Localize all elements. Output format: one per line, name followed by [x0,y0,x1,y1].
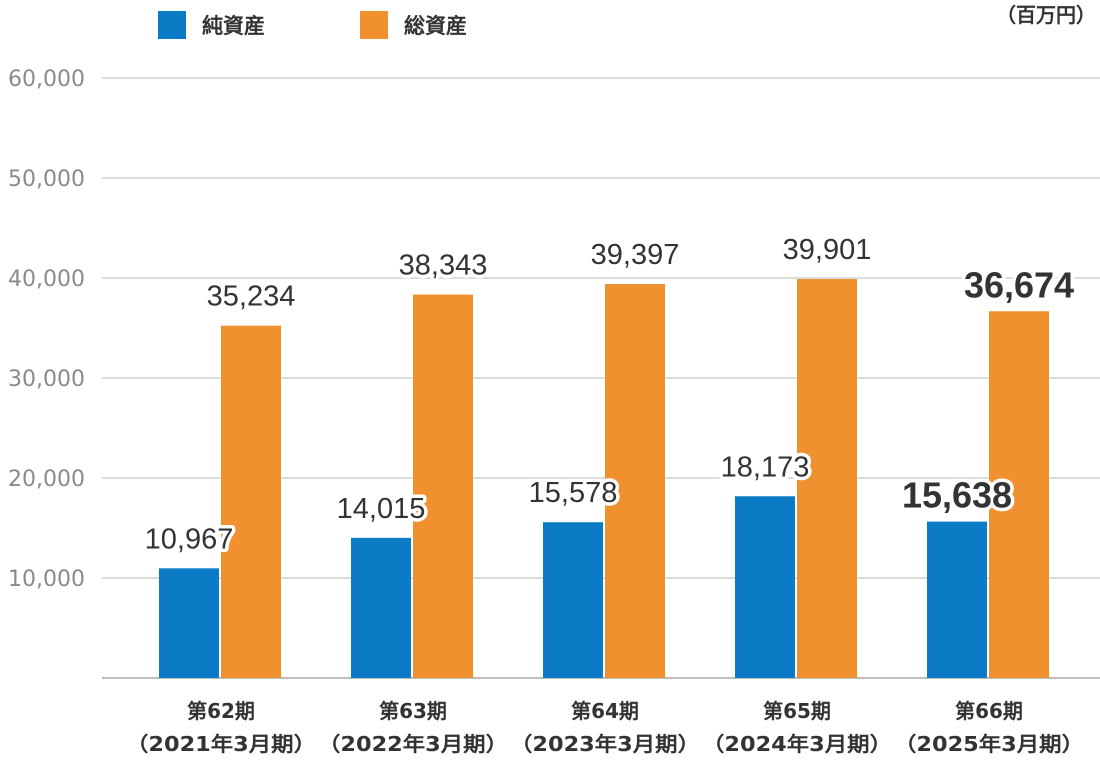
bars [159,278,1049,678]
bar-net-assets [159,568,219,678]
x-tick-label-fiscal-year: （2025年3月期） [894,732,1084,756]
y-tick-label: 60,000 [8,67,85,92]
y-tick-label: 20,000 [8,467,85,492]
x-tick-label-fiscal-year: （2023年3月期） [510,732,700,756]
legend-swatch-total-assets [360,11,388,39]
bar-total-assets [797,278,857,678]
x-tick-label-fiscal-year: （2024年3月期） [702,732,892,756]
bar-total-assets [413,294,473,678]
bar-total-assets [221,325,281,678]
data-label-net-assets: 15,638 [902,475,1012,516]
data-label-net-assets: 14,015 [337,493,426,525]
legend-label-net-assets: 純資産 [202,14,265,38]
y-tick-label: 50,000 [8,167,85,192]
legend-swatch-net-assets [158,11,186,39]
legend-label-total-assets: 総資産 [404,14,467,38]
data-label-net-assets: 18,173 [721,451,810,483]
y-tick-label: 30,000 [8,367,85,392]
data-label-net-assets: 10,967 [145,523,234,555]
x-tick-label-period: 第66期 [955,699,1023,723]
x-tick-label-fiscal-year: （2022年3月期） [318,732,508,756]
bar-net-assets [927,521,987,678]
data-label-total-assets: 39,901 [783,234,872,266]
x-tick-label-period: 第64期 [571,699,639,723]
bar-net-assets [735,496,795,678]
data-label-total-assets: 36,674 [964,264,1074,305]
x-axis-ticks: 第62期 （2021年3月期） 第63期 （2022年3月期） 第64期 （2023年3月… [126,699,1084,756]
data-label-net-assets: 15,578 [529,477,618,509]
x-tick-label-period: 第65期 [763,699,831,723]
x-tick-label-period: 第62期 [187,699,255,723]
data-labels: 10,967 14,015 15,578 18,173 15,638 35,234 38,3… [141,230,1077,558]
x-tick-label-period: 第63期 [379,699,447,723]
bar-total-assets [989,311,1049,678]
legend: 純資産 総資産 [158,11,467,39]
y-tick-label: 40,000 [8,267,85,292]
data-label-total-assets: 38,343 [399,250,488,282]
y-axis-ticks: 10,000 20,000 30,000 40,000 50,000 60,000 [8,67,85,592]
data-label-total-assets: 39,397 [591,239,680,271]
bar-net-assets [351,537,411,678]
unit-label: （百万円） [996,3,1096,27]
y-tick-label: 10,000 [8,567,85,592]
bar-net-assets [543,522,603,678]
data-label-total-assets: 35,234 [207,281,296,313]
bar-total-assets [605,284,665,678]
x-tick-label-fiscal-year: （2021年3月期） [126,732,316,756]
